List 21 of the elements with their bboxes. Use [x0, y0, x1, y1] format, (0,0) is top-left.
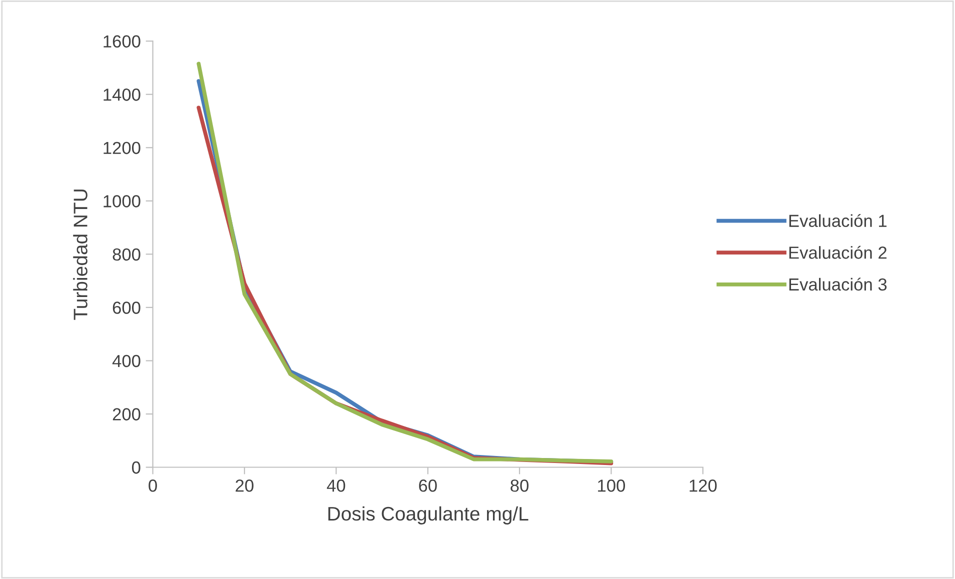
- y-tick-label: 400: [112, 354, 140, 368]
- y-tick-label: 600: [112, 302, 140, 314]
- y-tick-label: 0: [132, 461, 140, 474]
- y-tick-label: 200: [112, 408, 140, 420]
- y-tick-label: 1000: [104, 195, 140, 208]
- x-tick-label: 20: [236, 480, 254, 492]
- y-axis-title: Turbiedad NTU: [73, 190, 88, 320]
- x-tick-label: 100: [598, 480, 626, 492]
- x-tick-label: 80: [510, 480, 528, 492]
- y-tick-label: 800: [112, 248, 140, 261]
- legend-label: Evaluación 1: [789, 214, 887, 228]
- y-tick-label: 1200: [104, 142, 140, 154]
- legend-label: Evaluación 2: [789, 246, 886, 259]
- x-tick-label: 60: [419, 480, 437, 492]
- x-axis-title: Dosis Coagulante mg/L: [328, 506, 528, 524]
- x-tick-label: 0: [148, 480, 157, 492]
- legend-label: Evaluación 3: [789, 278, 887, 291]
- y-tick-label: 1600: [104, 35, 140, 48]
- x-tick-label: 40: [326, 480, 346, 492]
- x-tick-label: 120: [690, 480, 717, 492]
- y-tick-label: 1400: [104, 88, 140, 101]
